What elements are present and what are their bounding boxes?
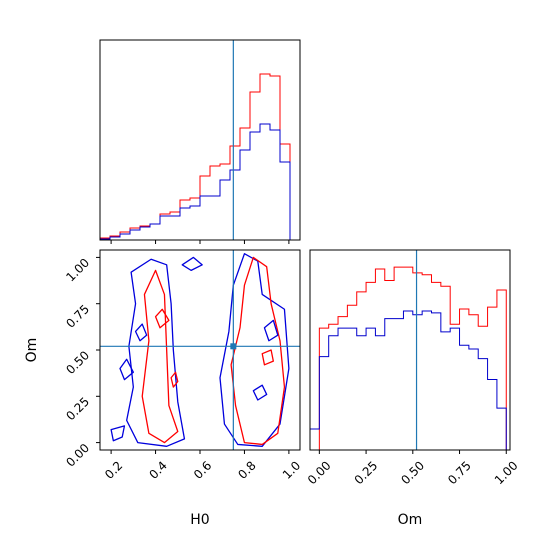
h0-histogram-frame: [99, 39, 301, 241]
contour-ytick-label-1: 0.25: [63, 395, 92, 424]
h0-histogram-panel: [99, 39, 301, 244]
om-xtick-label-3: 0.75: [445, 458, 474, 487]
contour-xtick-label-1: 0.4: [146, 458, 169, 481]
contour-7: [154, 308, 170, 329]
om-histogram-series-1: [309, 310, 507, 450]
contour-3: [230, 256, 286, 446]
h0-om-contour-panel: 0.2 0.4 0.6 0.8 1.0 0.00 0.25 0.50 0.75 1.00 H0 Om: [24, 249, 303, 528]
om-histogram-panel: 0.00 0.25 0.50 0.75 1.00 Om: [305, 249, 521, 528]
contour-6: [252, 384, 268, 401]
x-axis-label-om: Om: [398, 512, 423, 528]
contour-1: [141, 269, 179, 444]
om-xtick-label-2: 0.50: [398, 458, 427, 487]
om-xtick-label-0: 0.00: [305, 458, 334, 487]
contour-ytick-label-4: 1.00: [63, 256, 92, 285]
contour-xtick-label-3: 0.8: [235, 458, 258, 481]
contour-xtick-label-2: 0.6: [191, 458, 214, 481]
contour-4: [263, 319, 279, 342]
contour-0: [126, 258, 186, 447]
contour-11: [134, 323, 148, 342]
contour-5: [261, 349, 274, 366]
contour-8: [119, 358, 134, 381]
contour-xtick-label-0: 0.2: [102, 458, 125, 481]
contour-ytick-label-3: 0.75: [63, 302, 92, 331]
contour-12: [170, 371, 179, 388]
contour-xtick-label-4: 1.0: [280, 458, 303, 481]
h0-histogram-series-0: [99, 73, 291, 240]
om-histogram-series-0: [318, 266, 507, 450]
h0-histogram-series-1: [99, 123, 291, 240]
y-axis-label-om: Om: [24, 338, 40, 363]
om-xtick-label-1: 0.25: [352, 458, 381, 487]
truth-marker: [230, 343, 237, 350]
om-histogram-frame: [309, 249, 511, 451]
contour-9: [110, 425, 126, 442]
contour-ytick-label-0: 0.00: [63, 441, 92, 470]
x-axis-label-h0: H0: [190, 512, 209, 528]
om-xtick-label-4: 1.00: [492, 458, 521, 487]
contour-10: [181, 256, 203, 272]
contour-ytick-label-2: 0.50: [63, 348, 92, 377]
contour-layer: [100, 250, 300, 450]
contour-2: [219, 253, 290, 447]
